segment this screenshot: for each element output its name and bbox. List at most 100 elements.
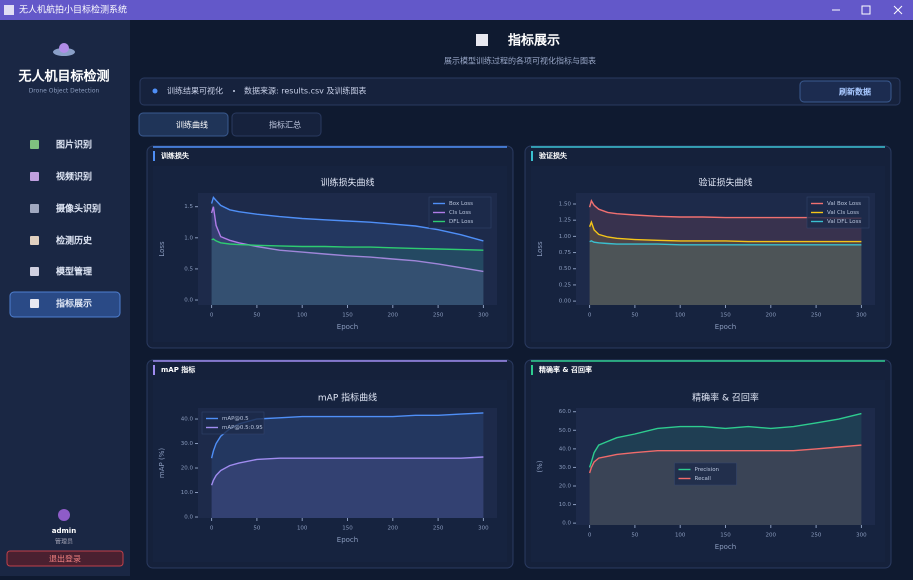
nav-item[interactable]: 图片识别 bbox=[56, 139, 92, 151]
x-axis-label: Epoch bbox=[715, 323, 736, 331]
x-tick-label: 200 bbox=[766, 533, 777, 539]
y-axis-label: mAP (%) bbox=[158, 448, 166, 478]
panel-marker bbox=[531, 151, 533, 161]
app-title: 无人机目标检测 bbox=[17, 69, 109, 85]
panel-marker bbox=[531, 365, 533, 375]
legend-label: Precision bbox=[695, 467, 720, 473]
series-line bbox=[588, 412, 862, 468]
panel-marker bbox=[153, 365, 155, 375]
panel-marker bbox=[153, 151, 155, 161]
y-tick-label: 20.0 bbox=[559, 484, 572, 490]
nav-icon bbox=[30, 140, 39, 149]
info-label: 训练结果可视化 bbox=[167, 86, 223, 96]
panel-heading: mAP 指标 bbox=[161, 365, 195, 374]
x-tick-label: 150 bbox=[720, 533, 731, 539]
logout-label[interactable]: 退出登录 bbox=[49, 554, 81, 564]
x-tick-label: 300 bbox=[478, 526, 489, 532]
nav-icon bbox=[30, 267, 39, 276]
series-area bbox=[211, 197, 484, 305]
tab-active[interactable] bbox=[138, 112, 229, 137]
y-axis-label: (%) bbox=[536, 460, 544, 472]
x-tick-label: 100 bbox=[675, 313, 686, 319]
y-tick-label: 1.0 bbox=[184, 235, 193, 241]
x-tick-label: 250 bbox=[433, 313, 444, 319]
y-tick-label: 10.0 bbox=[559, 502, 572, 508]
x-tick-label: 150 bbox=[342, 526, 353, 532]
panel-heading: 训练损失 bbox=[161, 151, 190, 160]
y-tick-label: 0.5 bbox=[184, 266, 193, 272]
legend bbox=[201, 411, 265, 435]
x-tick-label: 200 bbox=[388, 313, 399, 319]
series-line bbox=[211, 238, 484, 251]
refresh-label[interactable]: 刷新数据 bbox=[838, 87, 871, 97]
y-axis-label: Loss bbox=[158, 241, 166, 257]
series-line bbox=[588, 444, 862, 474]
x-tick-label: 50 bbox=[631, 313, 638, 319]
tab-label[interactable]: 训练曲线 bbox=[176, 120, 208, 130]
series-line bbox=[588, 199, 862, 219]
logout-button[interactable] bbox=[6, 550, 124, 567]
series-line bbox=[210, 412, 484, 459]
legend-label: mAP@0.5:0.95 bbox=[222, 425, 263, 431]
legend-label: Recall bbox=[695, 476, 712, 482]
y-tick-label: 0.0 bbox=[562, 521, 571, 527]
series-area bbox=[589, 200, 862, 305]
header-subtitle: 展示模型训练过程的各项可视化指标与图表 bbox=[444, 56, 596, 66]
series-area bbox=[589, 222, 862, 305]
x-axis-label: Epoch bbox=[337, 323, 358, 331]
y-tick-label: 40.0 bbox=[559, 446, 572, 452]
chart-title: 验证损失曲线 bbox=[698, 177, 752, 189]
legend-label: mAP@0.5 bbox=[222, 416, 249, 422]
nav-item[interactable]: 检测历史 bbox=[56, 235, 93, 247]
x-tick-label: 50 bbox=[631, 533, 638, 539]
tab-label[interactable]: 指标汇总 bbox=[269, 120, 301, 130]
series-area bbox=[589, 240, 862, 305]
chart-title: 训练损失曲线 bbox=[320, 177, 374, 189]
header-icon bbox=[476, 34, 488, 46]
header-title: 指标展示 bbox=[508, 33, 560, 49]
info-source: 数据来源: results.csv 及训练图表 bbox=[244, 86, 366, 96]
nav-item[interactable]: 指标展示 bbox=[56, 298, 92, 310]
legend-label: DFL Loss bbox=[449, 219, 473, 225]
legend-label: Val Cls Loss bbox=[827, 210, 859, 216]
app-subtitle: Drone Object Detection bbox=[29, 88, 100, 95]
title-bar bbox=[0, 0, 913, 20]
x-tick-label: 50 bbox=[253, 313, 260, 319]
y-tick-label: 1.25 bbox=[559, 218, 572, 224]
tab[interactable] bbox=[231, 112, 322, 137]
separator bbox=[233, 90, 235, 92]
x-tick-label: 300 bbox=[856, 533, 867, 539]
y-tick-label: 0.0 bbox=[184, 515, 193, 521]
panel-heading: 验证损失 bbox=[539, 151, 568, 160]
nav-item[interactable]: 视频识别 bbox=[56, 171, 92, 183]
x-tick-label: 250 bbox=[811, 533, 822, 539]
y-tick-label: 20.0 bbox=[181, 466, 194, 472]
x-tick-label: 0 bbox=[210, 313, 214, 319]
y-tick-label: 0.75 bbox=[559, 250, 572, 256]
x-tick-label: 0 bbox=[588, 533, 592, 539]
nav-item[interactable]: 摄像头识别 bbox=[56, 203, 101, 215]
refresh-button[interactable] bbox=[799, 80, 892, 103]
info-dot bbox=[152, 88, 158, 94]
x-tick-label: 250 bbox=[811, 313, 822, 319]
x-tick-label: 100 bbox=[675, 533, 686, 539]
series-area bbox=[211, 457, 484, 518]
series-line bbox=[210, 206, 484, 273]
y-tick-label: 0.50 bbox=[559, 266, 572, 272]
x-tick-label: 300 bbox=[856, 313, 867, 319]
x-axis-label: Epoch bbox=[337, 536, 358, 544]
maximize[interactable] bbox=[861, 5, 871, 15]
nav-icon bbox=[30, 204, 39, 213]
nav-active bbox=[9, 291, 121, 318]
y-tick-label: 0.0 bbox=[184, 298, 193, 304]
y-tick-label: 1.00 bbox=[559, 234, 572, 240]
legend-label: Box Loss bbox=[449, 201, 473, 207]
user-role: 管理员 bbox=[55, 538, 73, 546]
close[interactable] bbox=[893, 5, 903, 15]
y-tick-label: 0.00 bbox=[559, 299, 572, 305]
nav-item[interactable]: 模型管理 bbox=[56, 266, 92, 278]
legend-label: Cls Loss bbox=[449, 210, 471, 216]
app-icon bbox=[4, 5, 14, 15]
y-tick-label: 0.25 bbox=[559, 282, 572, 288]
y-axis-label: Loss bbox=[536, 241, 544, 257]
